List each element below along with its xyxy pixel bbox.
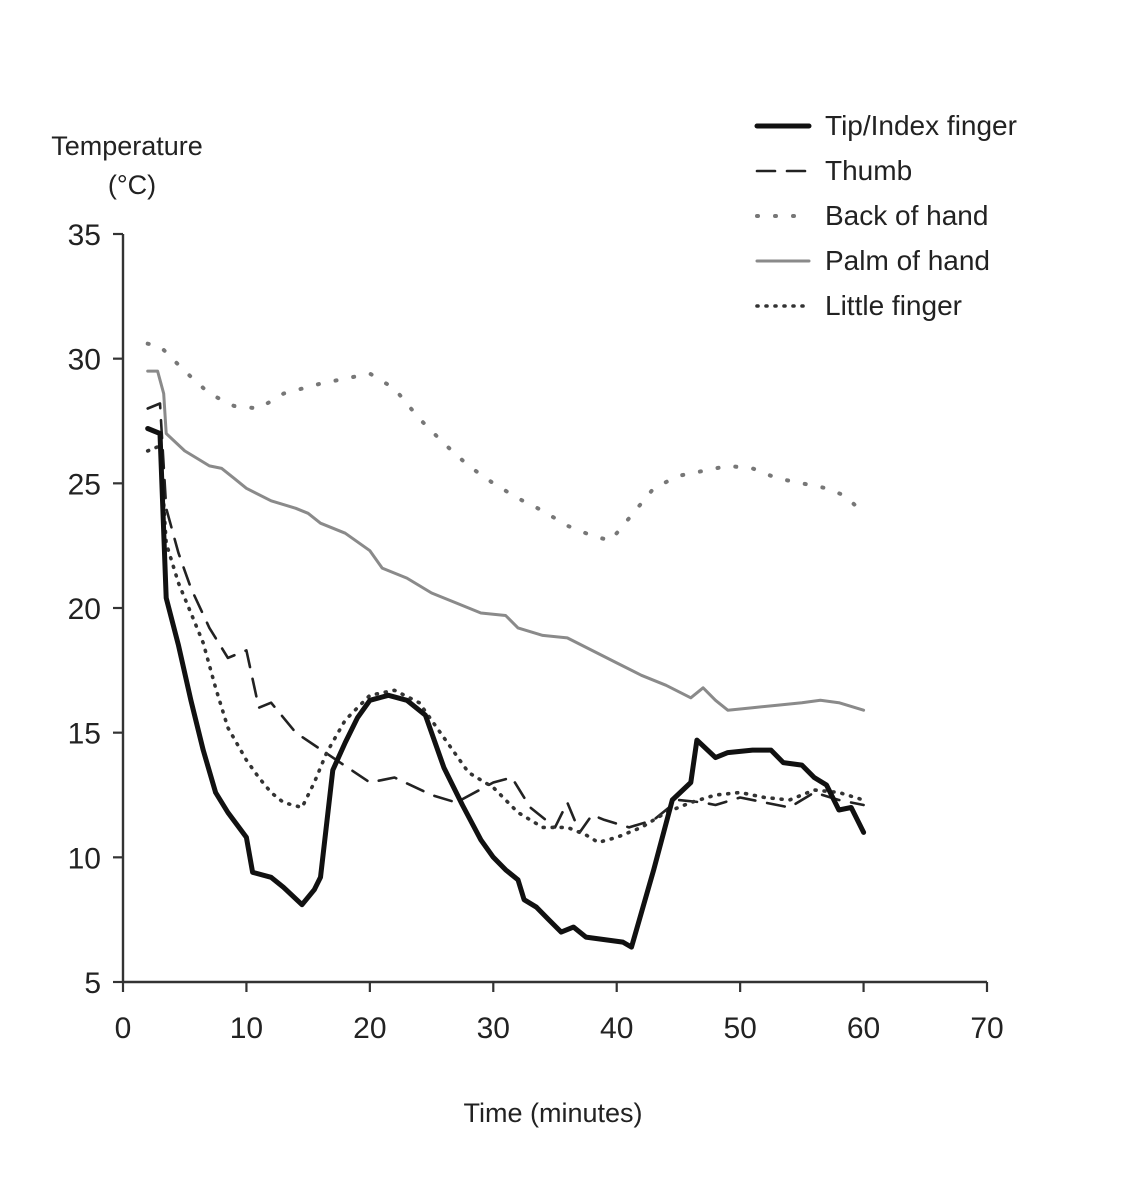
y-tick-label: 30 [68,344,101,377]
y-tick-label: 20 [68,593,101,626]
x-axis-title: Time (minutes) [463,1098,642,1128]
x-tick-label: 10 [230,1012,263,1045]
legend-label: Thumb [825,155,912,186]
x-tick-label: 50 [723,1012,756,1045]
x-tick-label: 20 [353,1012,386,1045]
legend: Tip/Index finger Thumb Back of hand Palm of… [754,110,1017,321]
legend-label: Back of hand [825,200,988,231]
y-tick-label: 5 [84,967,101,1000]
legend-label: Palm of hand [825,245,990,276]
series-line-palm-of-hand [146,369,866,712]
y-axis-title-line1: Temperature [51,131,203,161]
y-tick-label: 15 [68,718,101,751]
series-line-thumb [146,402,865,834]
x-tick-label: 60 [847,1012,880,1045]
x-tick-label: 70 [970,1012,1003,1045]
x-tick-label: 30 [477,1012,510,1045]
x-tick-label: 40 [600,1012,633,1045]
series-lines [145,341,867,950]
y-tick-label: 25 [68,468,101,501]
series-line-little-finger [145,444,866,845]
y-axis-title-line2: (°C) [108,170,156,200]
x-ticks: 0 10 20 30 40 50 60 70 [115,982,1004,1045]
x-tick-label: 0 [115,1012,132,1045]
series-line-tip-index-finger [145,426,867,950]
legend-label: Tip/Index finger [825,110,1017,141]
legend-label: Little finger [825,290,962,321]
y-ticks: 5 10 15 20 25 30 35 [68,219,123,1000]
y-tick-label: 35 [68,219,101,252]
series-line-back-of-hand [145,341,866,543]
y-tick-label: 10 [68,842,101,875]
